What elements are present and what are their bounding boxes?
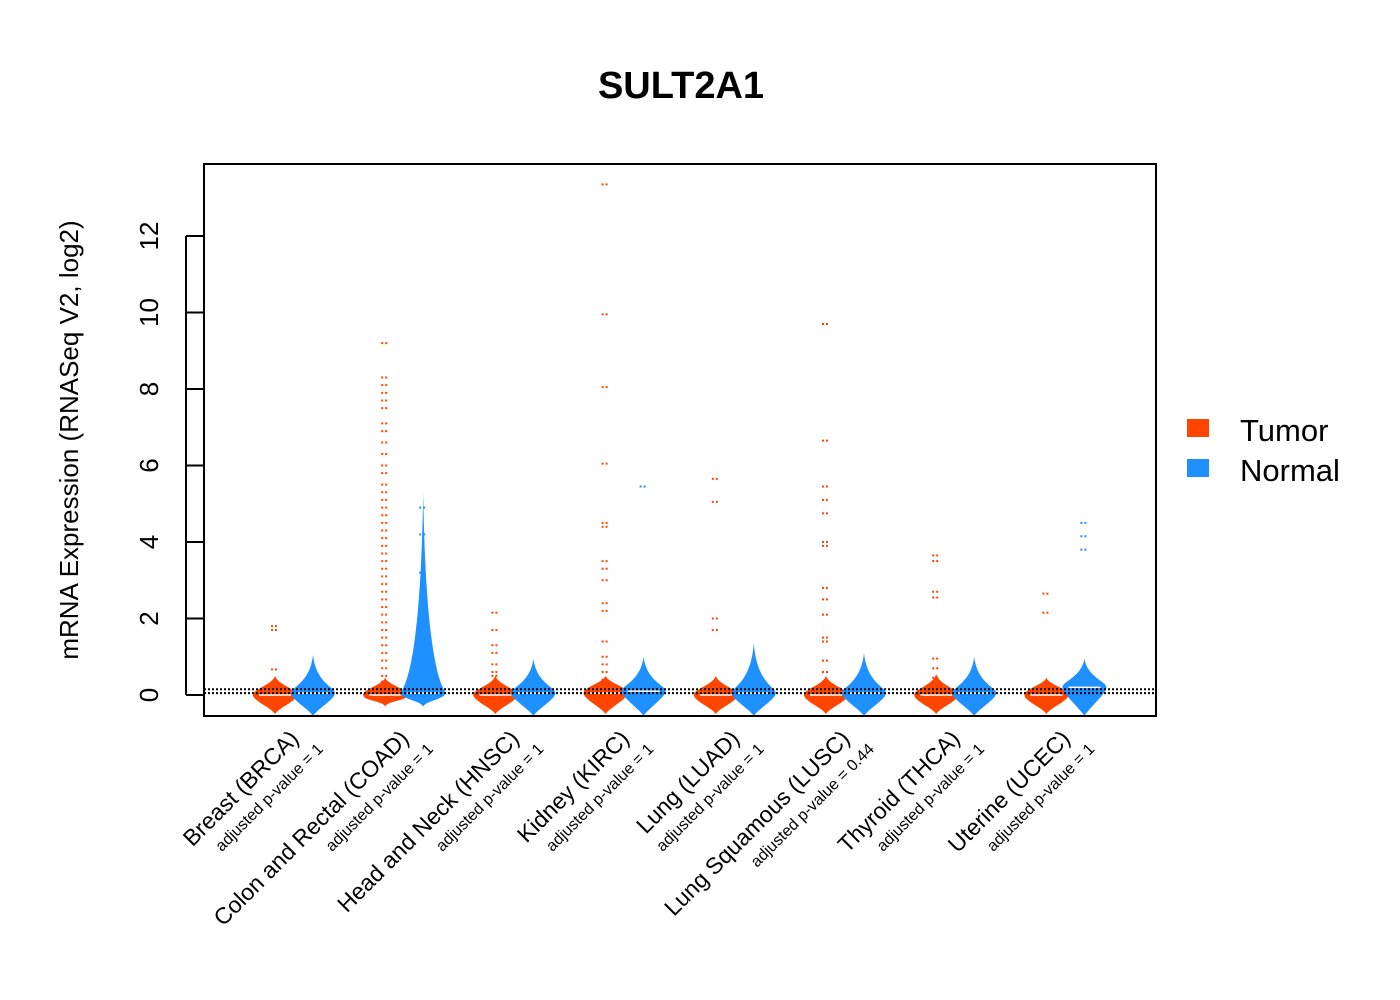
legend-label-normal: Normal bbox=[1240, 453, 1340, 488]
legend-label-tumor: Tumor bbox=[1240, 413, 1328, 448]
legend-swatch-tumor bbox=[1187, 419, 1209, 437]
bean-normal-2 bbox=[511, 658, 556, 716]
bean-normal-4 bbox=[731, 643, 776, 716]
bean-normal-1 bbox=[401, 492, 446, 707]
y-axis-label: mRNA Expression (RNASeq V2, log2) bbox=[54, 220, 84, 659]
plot-inner bbox=[253, 183, 1107, 716]
bean-normal-3 bbox=[621, 656, 666, 716]
bean-normal-6 bbox=[952, 656, 997, 716]
y-axis: 0 2 4 6 8 10 12 bbox=[134, 222, 204, 702]
bean-normal-0 bbox=[291, 654, 335, 716]
y-tick-label-0: 0 bbox=[134, 688, 164, 702]
y-tick-label-12: 12 bbox=[134, 222, 164, 251]
y-tick-label-4: 4 bbox=[134, 535, 164, 549]
bean-tumor-3 bbox=[583, 675, 628, 715]
bean-normal-5 bbox=[842, 652, 886, 716]
y-tick-label-2: 2 bbox=[134, 611, 164, 625]
plot-frame bbox=[203, 163, 1157, 717]
chart-title: SULT2A1 bbox=[598, 65, 764, 107]
bean-tumor-7 bbox=[1024, 677, 1069, 715]
legend-swatch-normal bbox=[1187, 459, 1209, 477]
y-tick-label-6: 6 bbox=[134, 458, 164, 472]
plot-area bbox=[203, 163, 1157, 717]
y-tick-label-10: 10 bbox=[134, 298, 164, 327]
legend: Tumor Normal bbox=[1187, 413, 1340, 488]
y-tick-label-8: 8 bbox=[134, 382, 164, 396]
